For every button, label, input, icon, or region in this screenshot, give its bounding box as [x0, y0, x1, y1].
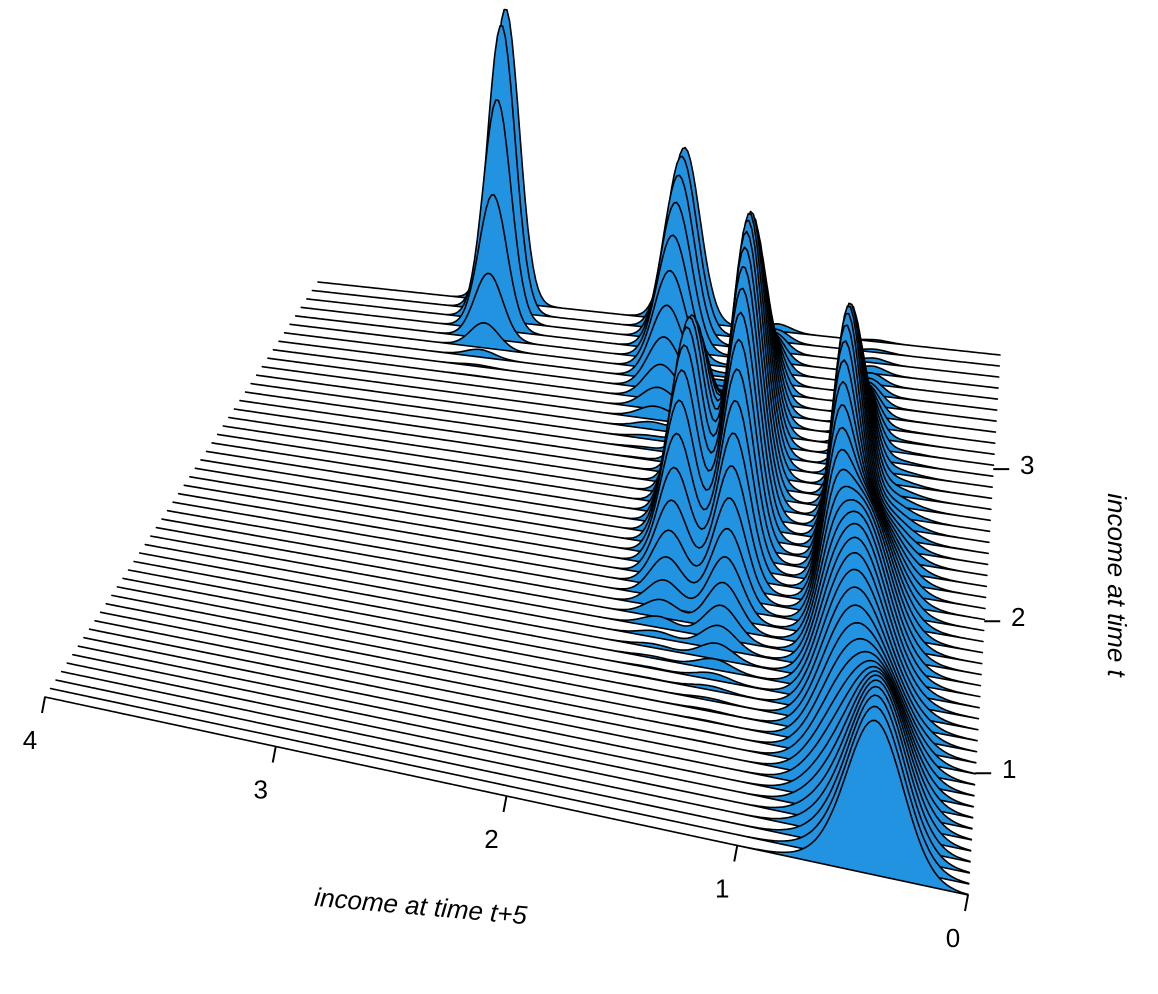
density-slice [49, 687, 970, 885]
y-tick-label: 2 [1011, 602, 1025, 632]
x-tick [964, 894, 969, 912]
density-slice [300, 194, 999, 389]
density-slice [222, 246, 990, 544]
density-slice [94, 620, 975, 797]
x-tick [733, 845, 739, 862]
density-slice [278, 292, 997, 433]
x-tick-label: 3 [254, 774, 268, 804]
density-slice [55, 679, 971, 874]
density-slice [116, 586, 978, 753]
density-slice [83, 636, 974, 819]
density-slice [77, 645, 973, 830]
x-tick [41, 696, 46, 714]
density-slice [111, 594, 977, 764]
density-slice [99, 611, 976, 786]
density-slice [72, 653, 973, 841]
density-slice [228, 230, 991, 533]
x-tick [502, 795, 508, 813]
y-tick-label: 3 [1020, 450, 1034, 480]
density-slice [294, 234, 999, 400]
axes: 0 1 2 3 4 1 2 3 [23, 450, 1035, 953]
density-slice [88, 628, 974, 808]
density-slice [283, 304, 997, 422]
x-tick-label: 0 [946, 923, 960, 953]
density-slice [105, 603, 976, 775]
density-slice [289, 269, 998, 411]
y-tick-label: 1 [1002, 754, 1016, 784]
density-slice [60, 670, 971, 863]
density-slice [216, 265, 989, 555]
density-slices [44, 8, 1001, 896]
density-slice [66, 662, 972, 852]
x-tick-label: 1 [715, 873, 729, 903]
x-tick-label: 2 [484, 824, 498, 854]
x-axis-title: income at time t+5 [313, 882, 528, 931]
x-tick [271, 746, 277, 763]
x-tick-label: 4 [23, 725, 37, 755]
y-axis-title: income at time t [1102, 493, 1132, 678]
density-slice [272, 274, 996, 444]
